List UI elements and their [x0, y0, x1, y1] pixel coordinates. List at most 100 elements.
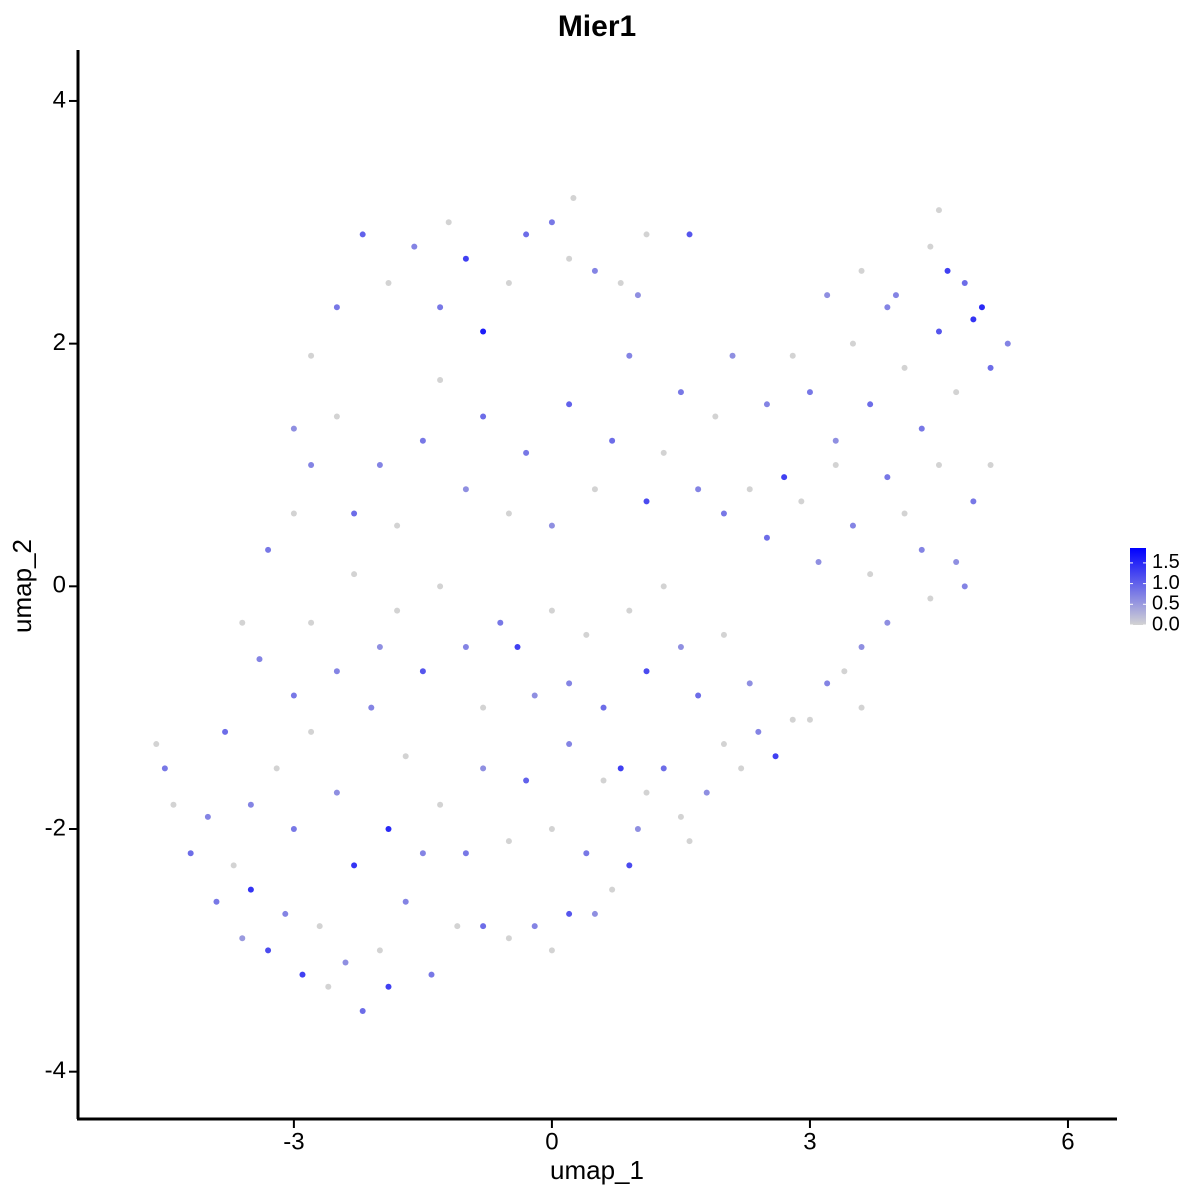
point [480, 413, 487, 420]
point [832, 437, 839, 444]
point [161, 765, 168, 772]
point [884, 304, 891, 311]
point [815, 559, 822, 566]
point [419, 850, 426, 857]
point [213, 898, 220, 905]
point [376, 947, 383, 954]
point [308, 728, 315, 735]
point [953, 559, 960, 566]
point [204, 813, 211, 820]
point [867, 571, 874, 578]
point [772, 753, 779, 760]
point [247, 801, 254, 808]
point [927, 595, 934, 602]
point [789, 716, 796, 723]
point [333, 413, 340, 420]
point [497, 619, 504, 626]
point [531, 692, 538, 699]
point [523, 231, 530, 238]
point [333, 789, 340, 796]
chart-title: Mier1 [558, 10, 636, 43]
point [591, 267, 598, 274]
point [402, 898, 409, 905]
point [746, 486, 753, 493]
point [480, 923, 487, 930]
point [841, 668, 848, 675]
point [892, 292, 899, 299]
point [643, 231, 650, 238]
point [1004, 340, 1011, 347]
point [437, 583, 444, 590]
point [609, 437, 616, 444]
point [170, 801, 177, 808]
colorbar [1130, 548, 1146, 625]
point [806, 716, 813, 723]
point [918, 425, 925, 432]
point [342, 959, 349, 966]
y-tick-label: 0 [53, 572, 66, 599]
point [454, 923, 461, 930]
point [566, 680, 573, 687]
point [686, 838, 693, 845]
point [712, 413, 719, 420]
point [901, 364, 908, 371]
point [462, 850, 469, 857]
point [677, 389, 684, 396]
point [351, 510, 358, 517]
point [832, 461, 839, 468]
colorbar-label: 0.0 [1152, 613, 1180, 635]
point [290, 425, 297, 432]
point [703, 789, 710, 796]
point [333, 668, 340, 675]
colorbar-label: 1.5 [1152, 551, 1180, 573]
point [901, 510, 908, 517]
point [462, 255, 469, 262]
point [548, 947, 555, 954]
point [548, 825, 555, 832]
point [480, 765, 487, 772]
point [617, 765, 624, 772]
point [944, 267, 951, 274]
y-tick-label: 4 [53, 86, 66, 113]
point [755, 728, 762, 735]
point [437, 801, 444, 808]
point [290, 825, 297, 832]
point [970, 498, 977, 505]
point [867, 401, 874, 408]
point [411, 243, 418, 250]
point [566, 401, 573, 408]
x-tick-label: -3 [283, 1128, 304, 1155]
point [987, 461, 994, 468]
point [437, 304, 444, 311]
point [746, 680, 753, 687]
point [858, 643, 865, 650]
point [720, 741, 727, 748]
point [480, 328, 487, 335]
point [609, 886, 616, 893]
point [763, 534, 770, 541]
point [961, 279, 968, 286]
point [505, 279, 512, 286]
point [918, 546, 925, 553]
point [643, 498, 650, 505]
point [273, 765, 280, 772]
point [548, 607, 555, 614]
point [308, 461, 315, 468]
x-axis-label: umap_1 [550, 1155, 644, 1185]
point [505, 838, 512, 845]
point [419, 668, 426, 675]
point [385, 825, 392, 832]
point [987, 364, 994, 371]
point [720, 510, 727, 517]
point [548, 219, 555, 226]
point [351, 571, 358, 578]
point [419, 437, 426, 444]
x-tick-label: 3 [803, 1128, 816, 1155]
point [187, 850, 194, 857]
point [402, 753, 409, 760]
colorbar-label: 0.5 [1152, 593, 1180, 615]
point [308, 619, 315, 626]
point [617, 279, 624, 286]
point [428, 971, 435, 978]
